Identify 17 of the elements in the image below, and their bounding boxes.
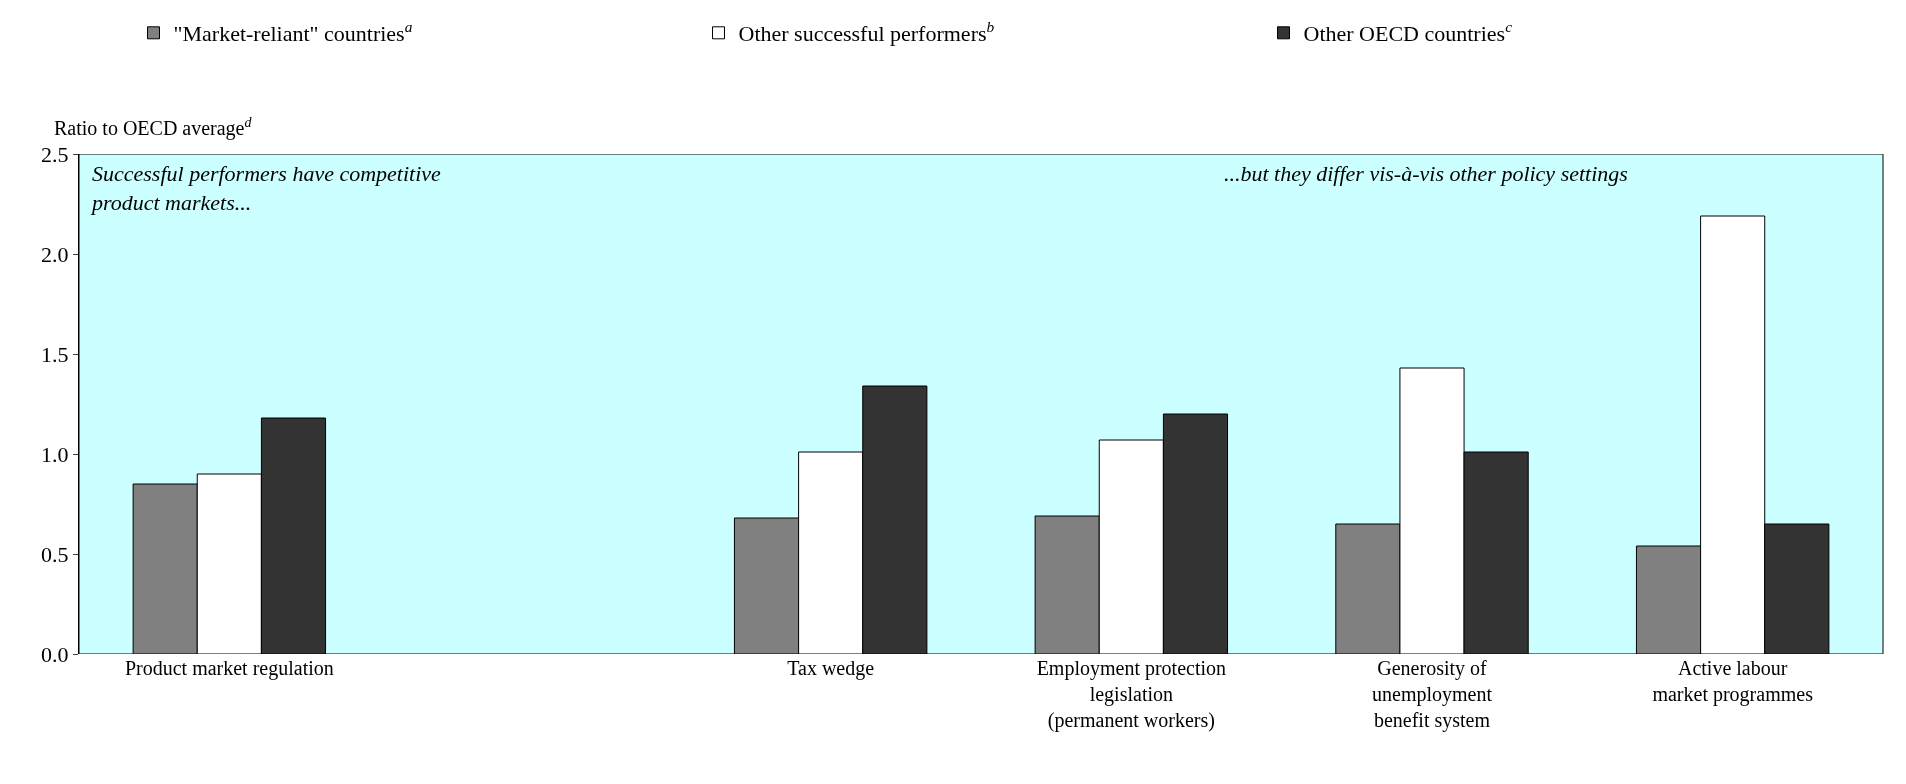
y-tick-label: 2.0 [41,241,69,267]
annotation: ...but they differ vis-à-vis other policy settings [1224,161,1628,186]
y-tick-label: 1.0 [41,441,69,467]
x-tick-label: Tax wedge [787,657,875,680]
x-tick-label: Employment protection legislation (permanent workers) [1036,657,1227,732]
x-tick-label: Product market regulation [124,657,334,680]
legend-label: "Market-reliant" countries$^{a}$ [173,18,413,47]
y-axis-title: Ratio to OECD average$^{d}$ [54,115,253,141]
y-tick-label: 0.5 [41,541,69,567]
y-tick-label: 2.5 [41,141,69,167]
legend-label: Other OECD countries$^{c}$ [1303,18,1513,47]
legend-label: Other successful performers$^{b}$ [738,18,995,47]
x-tick-label: Generosity of unemployment benefit system [1372,657,1493,732]
y-tick-label: 0.0 [41,641,69,667]
y-tick-label: 1.5 [41,341,69,367]
x-tick-label: Active labour market programmes [1652,657,1814,706]
annotation: Successful performers have competitive product markets... [90,161,442,215]
